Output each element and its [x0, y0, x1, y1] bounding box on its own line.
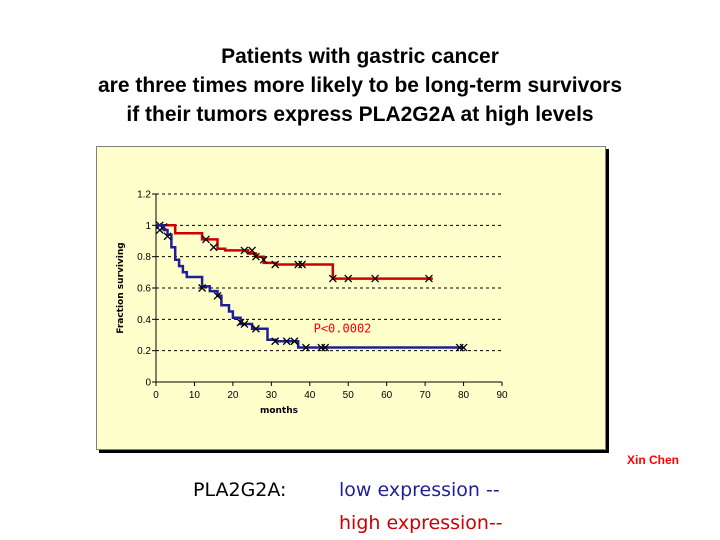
- chart-title: Patients with gastric cancer are three t…: [0, 42, 720, 129]
- censor-mark-low: [240, 320, 249, 328]
- y-tick-label: 0.6: [137, 284, 151, 295]
- censor-mark-low: [321, 343, 330, 352]
- censor-mark-low: [155, 226, 164, 234]
- censor-mark-high: [344, 274, 353, 283]
- censor-mark-low: [301, 343, 310, 352]
- censor-mark-low: [271, 337, 280, 346]
- title-line-1: Patients with gastric cancer: [221, 45, 499, 68]
- y-tick-label: 0.4: [137, 315, 151, 326]
- title-line-2: are three times more likely to be long-t…: [97, 74, 622, 97]
- y-tick-label: 0: [145, 378, 151, 389]
- x-axis-label: months: [260, 406, 298, 416]
- censor-mark-high: [298, 260, 307, 269]
- censor-mark-low: [213, 291, 222, 300]
- censor-mark-low: [290, 337, 299, 346]
- censor-mark-low: [251, 324, 260, 333]
- x-tick-label: 20: [227, 390, 239, 401]
- legend-high-expression: high expression--: [339, 512, 503, 534]
- x-tick-label: 0: [153, 390, 159, 401]
- y-tick-label: 0.2: [137, 346, 151, 357]
- survival-curve-high: [156, 224, 433, 280]
- x-tick-label: 50: [343, 390, 355, 401]
- x-tick-label: 70: [420, 390, 432, 401]
- censor-mark-high: [328, 274, 337, 283]
- author-credit: Xin Chen: [627, 453, 680, 467]
- censor-mark-high: [259, 255, 268, 264]
- x-tick-label: 60: [381, 390, 393, 401]
- title-line-3: if their tumors express PLA2G2A at high …: [126, 103, 594, 126]
- censor-mark-low: [282, 337, 291, 346]
- p-value-annotation: P<0.0002: [314, 322, 372, 336]
- survival-curve-low: [156, 224, 464, 349]
- x-tick-label: 30: [266, 390, 278, 401]
- series-layer: [155, 221, 468, 352]
- chart-panel: 0 0.2 0.4 0.6 0.8 1 1.2 0 10 20 30 40 50 60 70 80 90 mon…: [96, 146, 606, 450]
- censor-mark-high: [202, 235, 210, 244]
- censor-mark-high: [371, 274, 380, 283]
- censor-mark-low: [198, 284, 207, 292]
- y-tick-label: 0.8: [137, 252, 151, 263]
- y-axis-label: Fraction surviving: [116, 242, 126, 334]
- censor-mark-high: [251, 252, 260, 261]
- y-tick-label: 1.2: [137, 190, 151, 201]
- axis-layer: 0 0.2 0.4 0.6 0.8 1 1.2 0 10 20 30 40 50 60 70 80 90: [137, 190, 508, 402]
- y-tick-label: 1: [145, 221, 151, 232]
- x-tick-label: 90: [496, 390, 508, 401]
- x-tick-label: 10: [189, 390, 201, 401]
- legend-gene-label: PLA2G2A:: [193, 479, 287, 501]
- censor-mark-low: [459, 343, 468, 352]
- censor-mark-high: [271, 260, 280, 269]
- censor-mark-high: [424, 274, 433, 283]
- grid-layer: [156, 193, 502, 352]
- legend-low-expression: low expression --: [339, 479, 500, 501]
- censor-mark-high: [248, 246, 257, 255]
- censor-mark-low: [163, 232, 172, 241]
- x-tick-label: 40: [304, 390, 316, 401]
- survival-chart: 0 0.2 0.4 0.6 0.8 1 1.2 0 10 20 30 40 50 60 70 80 90 mon…: [116, 190, 508, 417]
- censor-mark-high: [209, 243, 218, 252]
- x-tick-label: 80: [458, 390, 470, 401]
- censor-mark-high: [240, 246, 249, 255]
